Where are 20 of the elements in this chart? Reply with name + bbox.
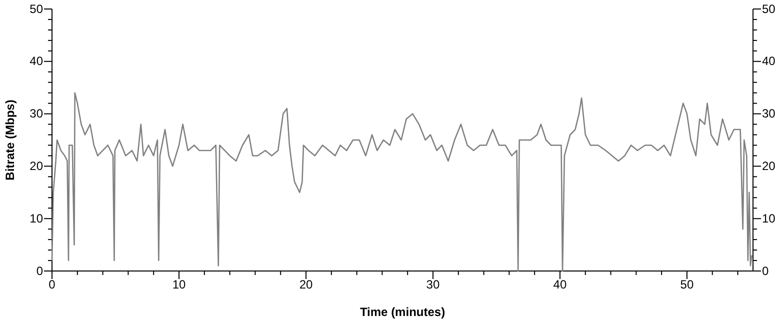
y-tick-label: 0: [36, 264, 44, 278]
x-tick-label: 20: [299, 278, 313, 292]
x-tick-label: 0: [48, 278, 56, 292]
x-tick-label: 50: [680, 278, 694, 292]
y2-tick-label: 20: [762, 159, 775, 174]
x-tick-label: 40: [553, 278, 567, 292]
x-tick-label: 30: [426, 278, 440, 292]
y2-tick-label: 30: [762, 106, 775, 121]
y-axis-title: Bitrate (Mbps): [3, 100, 17, 180]
y-tick-label: 50: [30, 2, 44, 16]
x-tick-label: 10: [172, 278, 186, 292]
y2-tick-label: 0: [762, 264, 769, 278]
y-tick-label: 20: [30, 159, 44, 174]
y2-tick-label: 40: [762, 54, 775, 68]
y-tick-label: 40: [30, 54, 44, 68]
y-tick-label: 30: [30, 106, 44, 121]
y2-tick-label: 50: [762, 2, 775, 16]
y2-tick-label: 10: [762, 211, 775, 226]
y-tick-label: 10: [30, 211, 44, 226]
x-axis-title: Time (minutes): [360, 305, 446, 319]
